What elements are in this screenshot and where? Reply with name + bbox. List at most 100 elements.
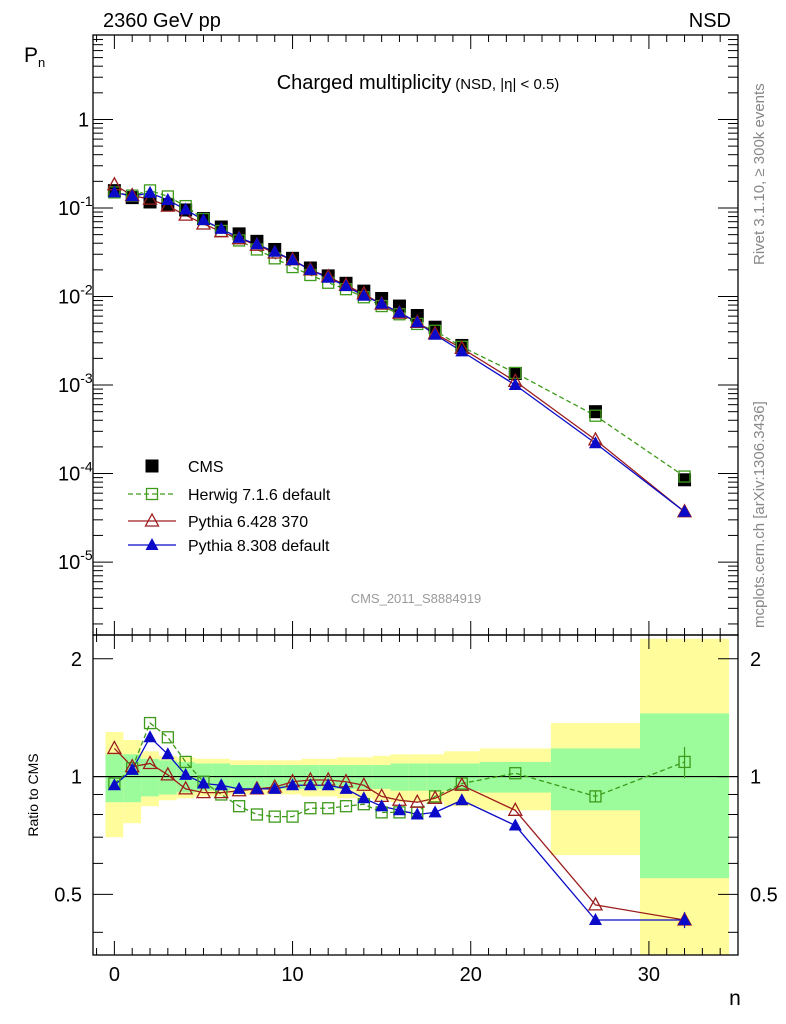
process-label: NSD	[689, 10, 731, 32]
ratio-point-3	[125, 762, 139, 775]
ratio-axis-label: Ratio to CMS	[25, 753, 41, 836]
ratio-point-3	[286, 778, 300, 791]
ratio-point-3	[339, 781, 353, 794]
x-tick-label: 0	[109, 964, 120, 986]
ratio-point-3	[588, 913, 602, 926]
series-point-3	[357, 288, 371, 301]
series-point-1	[589, 409, 602, 422]
series-point-2	[160, 197, 176, 212]
series-point-3	[268, 244, 282, 257]
ratio-point-2	[454, 776, 470, 791]
series-point-3	[410, 315, 424, 328]
ratio-point-2	[195, 784, 212, 799]
ratio-point-2	[142, 755, 158, 770]
analysis-watermark: CMS_2011_S8884919	[351, 591, 482, 606]
ratio-point-2	[213, 784, 229, 799]
legend-label-3: Pythia 8.308 default	[188, 538, 330, 555]
chart-title: Charged multiplicity (NSD, |η| < 0.5)	[277, 72, 560, 94]
series-point-3	[286, 253, 300, 266]
ratio-point-2	[587, 896, 604, 911]
series-point-3	[303, 262, 317, 275]
y-tick-label: 10-4	[58, 459, 93, 486]
ratio-point-3	[455, 793, 469, 806]
ratio-point-1	[339, 800, 353, 813]
ratio-point-2	[507, 801, 523, 816]
ratio-band-inner	[640, 713, 730, 879]
x-axis-label: n	[729, 987, 741, 1010]
chart-title-suffix: (NSD, |η| < 0.5)	[455, 76, 559, 93]
series-point-3	[161, 193, 175, 206]
ratio-tick-label-left: 0.5	[54, 884, 82, 906]
ratio-point-3	[321, 778, 335, 791]
legend-marker-2	[144, 512, 160, 527]
series-point-3	[125, 189, 139, 202]
x-tick-label: 10	[281, 964, 303, 986]
series-point-3	[250, 237, 264, 250]
ratio-point-3	[357, 791, 371, 804]
ratio-point-1	[509, 767, 522, 780]
ratio-band-inner	[158, 760, 177, 795]
ratio-band-inner	[479, 761, 551, 793]
rivet-version-text: Rivet 3.1.10, ≥ 300k events	[751, 83, 768, 265]
ratio-point-3	[214, 778, 228, 791]
series-point-2	[142, 190, 158, 205]
legend-marker-3	[145, 538, 159, 550]
ratio-point-3	[268, 781, 282, 794]
series-point-3	[392, 305, 406, 318]
ratio-point-1	[589, 790, 602, 803]
y-tick-label: 10-3	[58, 370, 93, 397]
series-point-3	[107, 185, 121, 198]
series-point-3	[321, 270, 335, 283]
x-tick-label: 20	[460, 964, 482, 986]
series-point-3	[339, 279, 353, 292]
ratio-point-2	[409, 793, 425, 808]
ratio-tick-label-right: 0.5	[750, 884, 778, 906]
ratio-point-3	[161, 747, 175, 760]
series-point-1	[678, 470, 691, 483]
series-point-3	[375, 296, 389, 309]
series-point-3	[428, 327, 442, 340]
ratio-point-2	[160, 766, 176, 781]
y-tick-label: 1	[78, 109, 89, 131]
ratio-point-1	[143, 716, 157, 730]
ratio-plot-layer	[93, 638, 738, 955]
ratio-point-3	[410, 807, 424, 820]
ratio-band-inner	[123, 754, 142, 803]
ratio-point-2	[106, 740, 122, 755]
ratio-point-3	[250, 781, 264, 794]
ratio-point-3	[196, 776, 210, 789]
series-point-3	[143, 185, 157, 198]
legend-marker-0	[145, 459, 159, 473]
y-tick-label: 10-1	[58, 193, 93, 220]
series-point-3	[196, 213, 210, 226]
y-tick-label: 10-5	[58, 547, 93, 574]
series-point-3	[214, 221, 228, 234]
y-tick-label: 10-2	[58, 282, 93, 309]
series-point-3	[232, 230, 246, 243]
ratio-point-3	[428, 805, 442, 818]
ratio-point-3	[375, 799, 389, 812]
ratio-point-3	[508, 818, 522, 831]
legend-marker-1	[145, 487, 159, 501]
series-point-3	[678, 504, 692, 517]
ratio-point-2	[427, 789, 443, 804]
cms-point	[678, 473, 692, 487]
series-point-3	[508, 378, 522, 391]
ratio-plot-frame	[92, 634, 739, 956]
series-line-1	[114, 189, 685, 478]
y-axis-label: Pn	[24, 44, 45, 70]
x-tick-label: 30	[638, 964, 660, 986]
legend-label-2: Pythia 6.428 370	[188, 514, 308, 531]
ratio-point-2	[356, 776, 372, 791]
ratio-point-3	[107, 778, 121, 791]
ratio-point-3	[143, 730, 157, 743]
mcplots-reference-text: mcplots.cern.ch [arXiv:1306.3436]	[751, 401, 768, 628]
series-point-3	[179, 202, 193, 215]
ratio-point-1	[250, 808, 264, 821]
ratio-point-2	[178, 780, 194, 795]
series-point-3	[588, 436, 602, 449]
ratio-point-3	[232, 781, 246, 794]
ratio-point-1	[268, 810, 281, 823]
ratio-tick-label-left: 2	[71, 649, 82, 671]
